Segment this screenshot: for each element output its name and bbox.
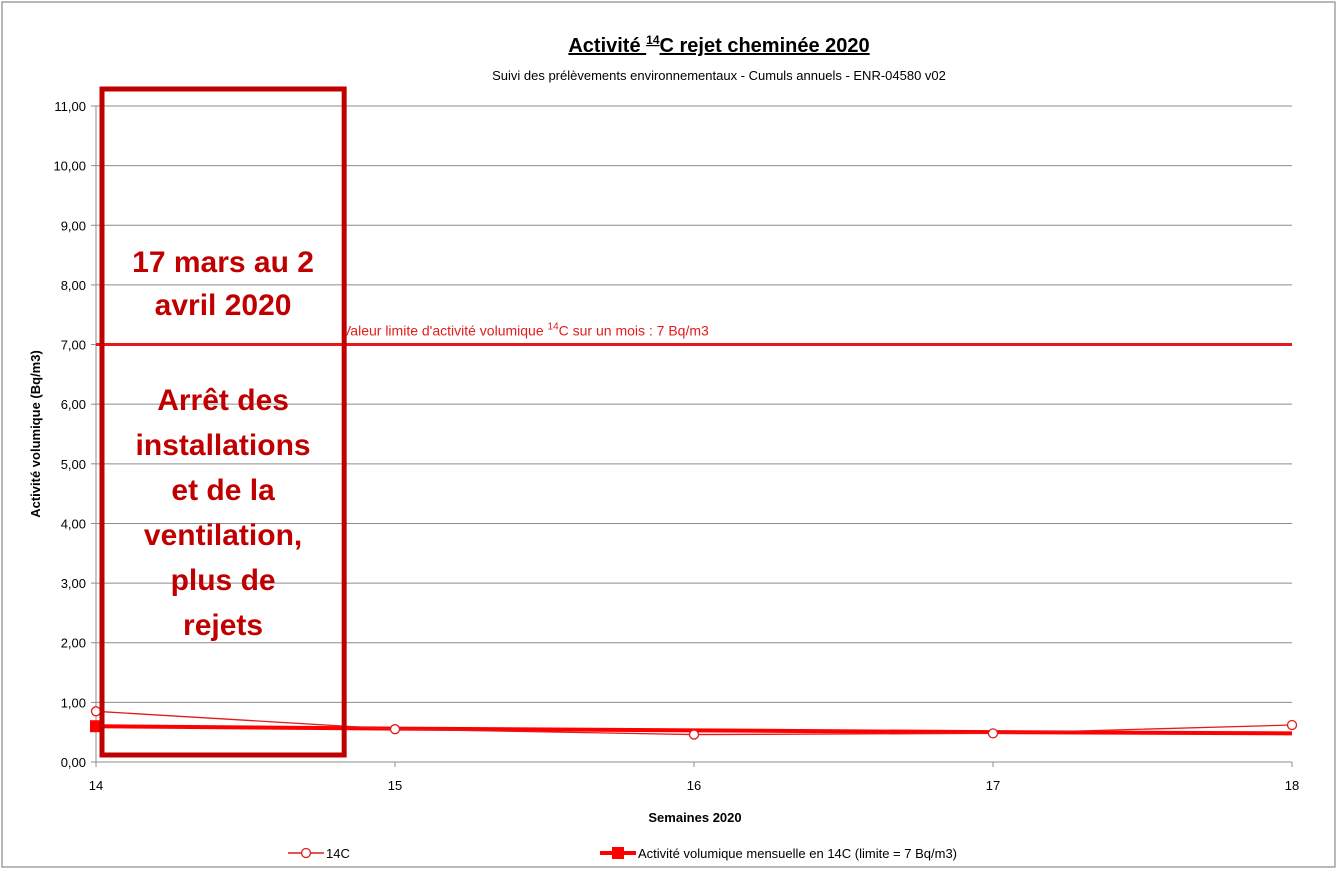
limit-label: Valeur limite d'activité volumique 14C s… bbox=[342, 322, 709, 339]
x-axis-title: Semaines 2020 bbox=[648, 810, 741, 825]
legend: 14C Activité volumique mensuelle en 14C … bbox=[288, 846, 957, 861]
series-monthly-marker bbox=[90, 720, 102, 733]
y-tick-label: 6,00 bbox=[61, 397, 86, 412]
series-14c-point bbox=[987, 728, 999, 739]
y-tick-label: 3,00 bbox=[61, 576, 86, 591]
y-tick-label: 9,00 bbox=[61, 218, 86, 233]
x-tick-label: 16 bbox=[687, 778, 701, 793]
series-14c-point bbox=[1286, 719, 1298, 731]
x-tick-label: 18 bbox=[1285, 778, 1299, 793]
y-tick-label: 11,00 bbox=[54, 99, 86, 114]
legend-marker-monthly bbox=[612, 847, 624, 859]
grid-layer bbox=[91, 105, 1293, 767]
x-tick-labels: 14 15 16 17 18 bbox=[89, 778, 1299, 793]
chart-title: Activité 14C rejet cheminée 2020 bbox=[568, 33, 869, 57]
annotation-line: Arrêt des bbox=[157, 384, 289, 417]
y-tick-label: 0,00 bbox=[61, 755, 86, 770]
chart-subtitle: Suivi des prélèvements environnementaux … bbox=[492, 68, 946, 83]
x-tick-label: 17 bbox=[986, 778, 1000, 793]
annotation-line: installations bbox=[136, 429, 311, 462]
series-14c-point bbox=[688, 729, 700, 740]
x-tick-label: 15 bbox=[388, 778, 402, 793]
series-14c-point bbox=[90, 706, 102, 717]
y-tick-labels: 0,00 1,00 2,00 3,00 4,00 5,00 6,00 7,00 8,00 9,00… bbox=[53, 99, 86, 770]
annotation-line: rejets bbox=[183, 609, 263, 642]
y-tick-label: 2,00 bbox=[61, 636, 86, 651]
y-tick-label: 4,00 bbox=[61, 516, 86, 531]
x-tick-label: 14 bbox=[89, 778, 103, 793]
y-tick-label: 1,00 bbox=[61, 695, 86, 710]
legend-marker-14c bbox=[300, 847, 312, 859]
y-tick-label: 10,00 bbox=[53, 159, 86, 174]
annotation-line: avril 2020 bbox=[155, 289, 292, 322]
annotation-line: 17 mars au 2 bbox=[132, 246, 314, 279]
y-tick-label: 7,00 bbox=[61, 338, 86, 353]
annotation-text: 17 mars au 2 avril 2020 Arrêt des installat… bbox=[132, 246, 314, 642]
annotation-box bbox=[99, 86, 347, 758]
annotation-line: et de la bbox=[171, 474, 275, 507]
annotation-line: ventilation, bbox=[144, 519, 302, 552]
annotation-line: plus de bbox=[171, 564, 276, 597]
legend-label-monthly: Activité volumique mensuelle en 14C (lim… bbox=[638, 846, 957, 861]
series-layer bbox=[90, 706, 1298, 740]
series-14c-point bbox=[389, 724, 401, 735]
y-axis-title: Activité volumique (Bq/m3) bbox=[28, 350, 43, 518]
y-tick-label: 8,00 bbox=[61, 278, 86, 293]
y-tick-label: 5,00 bbox=[61, 457, 86, 472]
legend-label-14c: 14C bbox=[326, 846, 350, 861]
